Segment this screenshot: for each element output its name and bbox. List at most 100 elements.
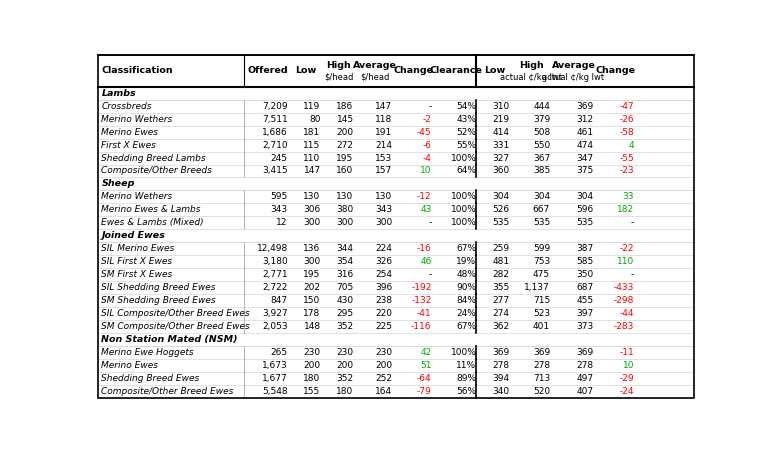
Text: 2,722: 2,722 xyxy=(262,283,288,292)
Text: Non Station Mated (NSM): Non Station Mated (NSM) xyxy=(101,335,238,344)
Text: 520: 520 xyxy=(533,387,550,396)
Text: 326: 326 xyxy=(376,257,393,266)
Text: Low: Low xyxy=(484,66,506,75)
Text: 585: 585 xyxy=(576,257,593,266)
Text: 375: 375 xyxy=(576,167,593,176)
Text: -29: -29 xyxy=(619,374,634,383)
Text: 535: 535 xyxy=(533,218,550,227)
Text: Joined Ewes: Joined Ewes xyxy=(101,231,165,240)
Text: 259: 259 xyxy=(492,244,509,253)
Text: 11%: 11% xyxy=(456,361,476,370)
Text: Clearance: Clearance xyxy=(429,66,482,75)
Text: 385: 385 xyxy=(533,167,550,176)
Text: 7,511: 7,511 xyxy=(262,114,288,123)
Text: High: High xyxy=(326,61,351,70)
Text: SIL Shedding Breed Ewes: SIL Shedding Breed Ewes xyxy=(101,283,216,292)
Text: 214: 214 xyxy=(376,141,393,150)
Text: -: - xyxy=(428,270,431,279)
Text: 153: 153 xyxy=(376,154,393,163)
Text: Merino Ewes: Merino Ewes xyxy=(101,361,158,370)
Text: 136: 136 xyxy=(304,244,321,253)
Text: 369: 369 xyxy=(533,348,550,357)
Text: Lambs: Lambs xyxy=(101,89,136,98)
Text: 455: 455 xyxy=(576,296,593,305)
Text: Change: Change xyxy=(393,66,434,75)
Text: 52%: 52% xyxy=(456,128,476,136)
Text: First X Ewes: First X Ewes xyxy=(101,141,156,150)
Text: 300: 300 xyxy=(304,218,321,227)
Text: SM Shedding Breed Ewes: SM Shedding Breed Ewes xyxy=(101,296,216,305)
Text: 312: 312 xyxy=(576,114,593,123)
Text: 115: 115 xyxy=(304,141,321,150)
Text: 46: 46 xyxy=(421,257,431,266)
Text: 110: 110 xyxy=(304,154,321,163)
Text: 42: 42 xyxy=(421,348,431,357)
Text: 100%: 100% xyxy=(451,154,476,163)
Text: 67%: 67% xyxy=(456,322,476,331)
Text: 344: 344 xyxy=(336,244,353,253)
Text: 130: 130 xyxy=(376,193,393,202)
Text: Sheep: Sheep xyxy=(101,180,135,189)
Text: 150: 150 xyxy=(304,296,321,305)
Text: 407: 407 xyxy=(576,387,593,396)
Text: 191: 191 xyxy=(376,128,393,136)
Text: -132: -132 xyxy=(411,296,431,305)
Text: 100%: 100% xyxy=(451,205,476,214)
Text: -6: -6 xyxy=(423,141,431,150)
Text: 119: 119 xyxy=(304,101,321,110)
Text: 667: 667 xyxy=(533,205,550,214)
Text: 145: 145 xyxy=(336,114,353,123)
Text: -16: -16 xyxy=(417,244,431,253)
Text: 200: 200 xyxy=(376,361,393,370)
Text: 278: 278 xyxy=(492,361,509,370)
Text: -26: -26 xyxy=(619,114,634,123)
Text: 110: 110 xyxy=(617,257,634,266)
Text: 224: 224 xyxy=(376,244,393,253)
Text: 355: 355 xyxy=(492,283,509,292)
Text: 100%: 100% xyxy=(451,218,476,227)
Text: 10: 10 xyxy=(420,167,431,176)
Text: 2,053: 2,053 xyxy=(262,322,288,331)
Text: 5,548: 5,548 xyxy=(262,387,288,396)
Text: 596: 596 xyxy=(576,205,593,214)
Text: 369: 369 xyxy=(576,101,593,110)
Text: 164: 164 xyxy=(376,387,393,396)
Text: SIL First X Ewes: SIL First X Ewes xyxy=(101,257,172,266)
Text: Composite/Other Breeds: Composite/Other Breeds xyxy=(101,167,213,176)
Text: 230: 230 xyxy=(376,348,393,357)
Text: 3,927: 3,927 xyxy=(262,309,288,318)
Text: Offered: Offered xyxy=(247,66,288,75)
Text: 67%: 67% xyxy=(456,244,476,253)
Text: -4: -4 xyxy=(423,154,431,163)
Text: 354: 354 xyxy=(336,257,353,266)
Text: SM First X Ewes: SM First X Ewes xyxy=(101,270,172,279)
Text: 54%: 54% xyxy=(456,101,476,110)
Text: 282: 282 xyxy=(492,270,509,279)
Text: 182: 182 xyxy=(617,205,634,214)
Text: 343: 343 xyxy=(271,205,288,214)
Text: 360: 360 xyxy=(492,167,509,176)
Text: 225: 225 xyxy=(376,322,393,331)
Text: Composite/Other Breed Ewes: Composite/Other Breed Ewes xyxy=(101,387,233,396)
Text: 705: 705 xyxy=(336,283,353,292)
Text: 118: 118 xyxy=(376,114,393,123)
Text: 220: 220 xyxy=(376,309,393,318)
Text: 508: 508 xyxy=(533,128,550,136)
Text: 352: 352 xyxy=(336,374,353,383)
Text: 300: 300 xyxy=(304,257,321,266)
Text: SIL Merino Ewes: SIL Merino Ewes xyxy=(101,244,175,253)
Text: 304: 304 xyxy=(533,193,550,202)
Text: 274: 274 xyxy=(492,309,509,318)
Text: 80: 80 xyxy=(309,114,321,123)
Text: 380: 380 xyxy=(336,205,353,214)
Text: 304: 304 xyxy=(576,193,593,202)
Text: Ewes & Lambs (Mixed): Ewes & Lambs (Mixed) xyxy=(101,218,204,227)
Text: 475: 475 xyxy=(533,270,550,279)
Text: Merino Ewes: Merino Ewes xyxy=(101,128,158,136)
Text: 497: 497 xyxy=(576,374,593,383)
Text: 43: 43 xyxy=(421,205,431,214)
Text: 147: 147 xyxy=(304,167,321,176)
Text: 12,498: 12,498 xyxy=(257,244,288,253)
Text: Shedding Breed Ewes: Shedding Breed Ewes xyxy=(101,374,199,383)
Text: 595: 595 xyxy=(271,193,288,202)
